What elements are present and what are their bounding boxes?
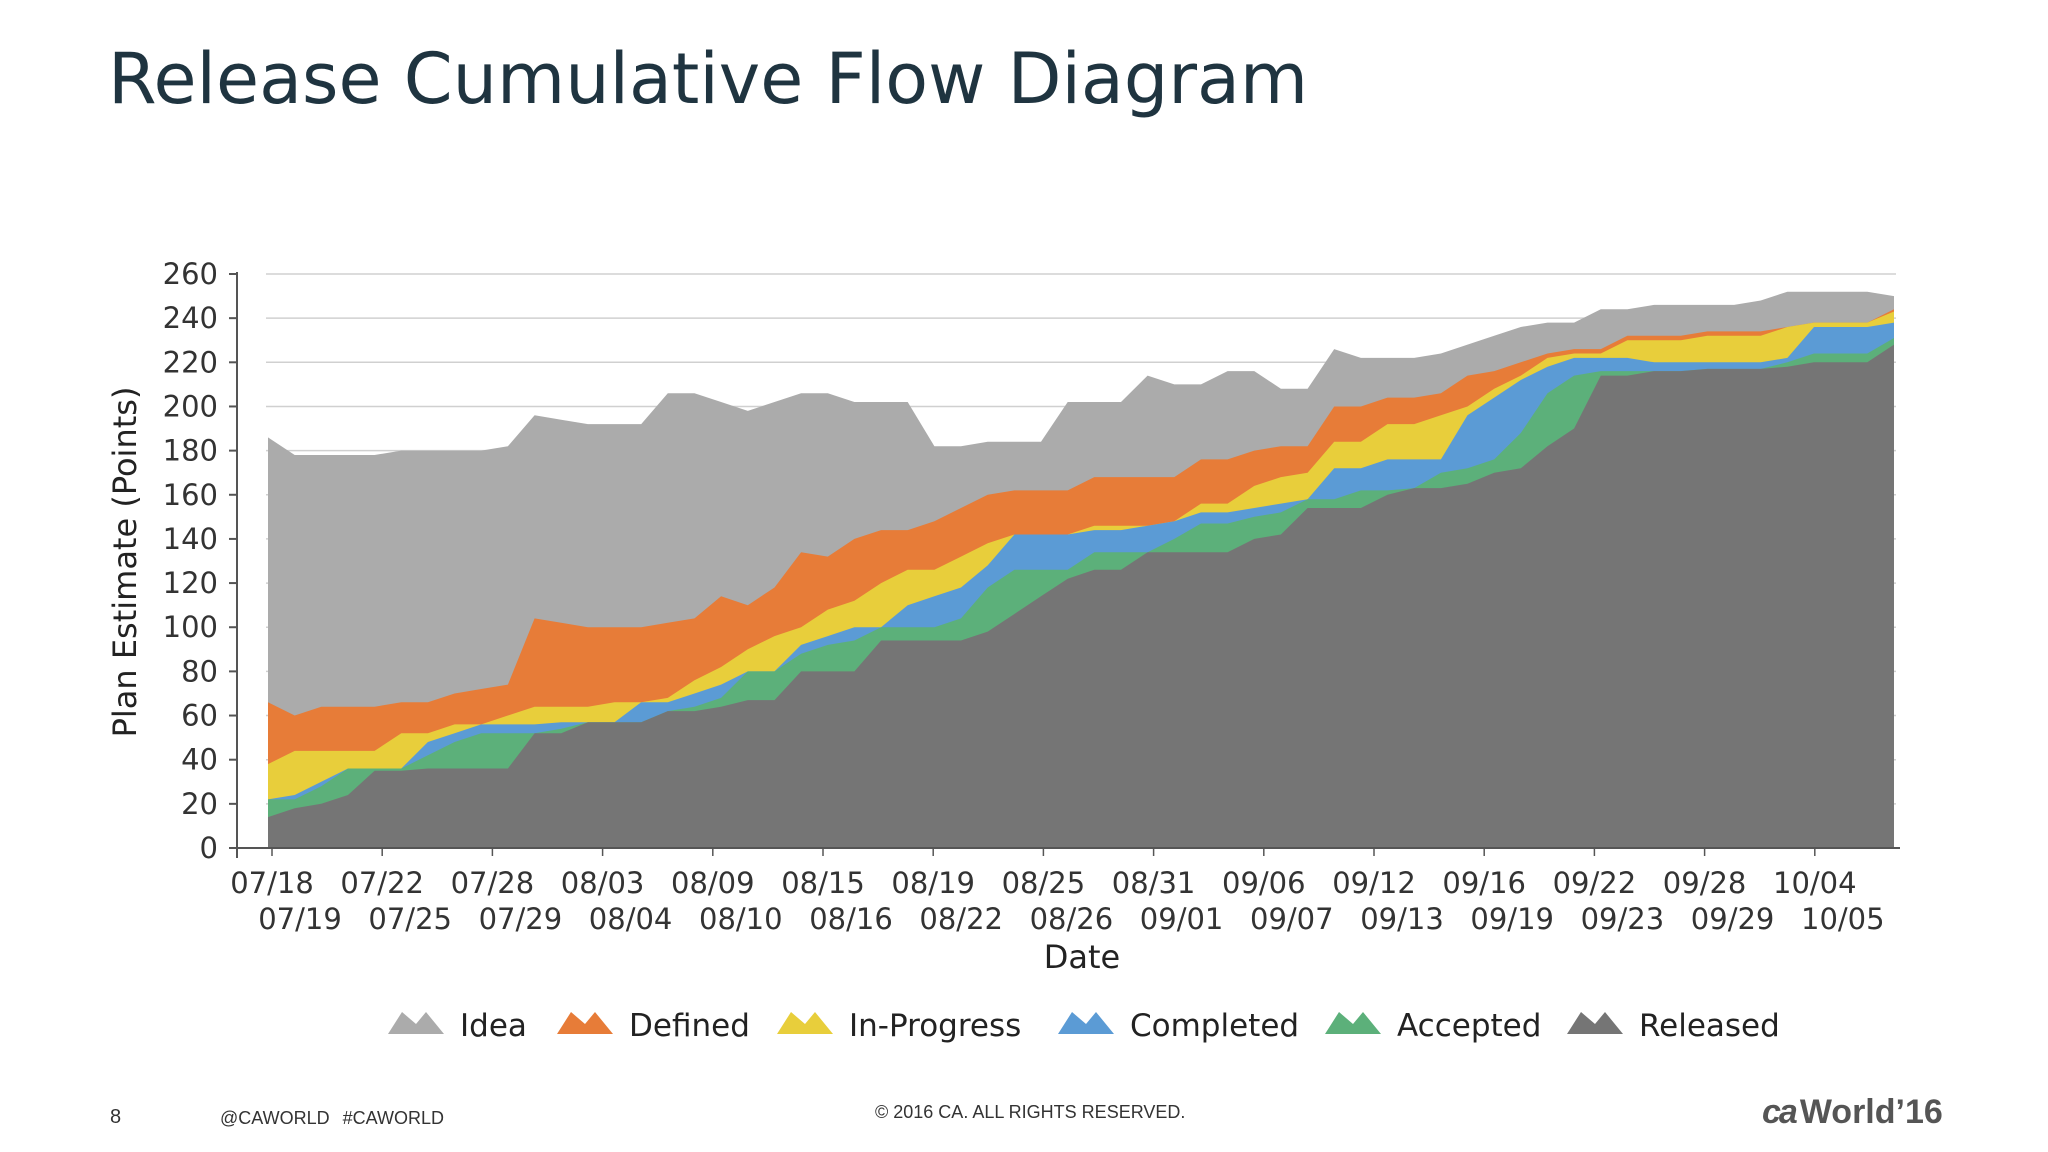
legend-swatch-completed — [1058, 1012, 1114, 1034]
logo-year: ’16 — [1895, 1093, 1943, 1131]
page-number: 8 — [110, 1106, 122, 1128]
x-tick-labels: 07/18 07/22 07/28 08/03 08/09 08/15 08/19 08/25… — [230, 866, 1884, 936]
x-tick-label: 07/19 — [258, 902, 342, 936]
hashtags: @CAWORLD #CAWORLD — [220, 1108, 444, 1128]
logo-world: World — [1799, 1093, 1896, 1131]
x-tick-label: 08/03 — [561, 866, 645, 900]
x-tick-label: 07/25 — [368, 902, 452, 936]
x-tick-label: 09/01 — [1140, 902, 1224, 936]
legend-label-completed: Completed — [1130, 1008, 1299, 1044]
x-tick-label: 08/26 — [1030, 902, 1114, 936]
legend-swatch-accepted — [1325, 1012, 1381, 1034]
legend-swatch-released — [1567, 1012, 1623, 1034]
x-tick-label: 08/22 — [919, 902, 1003, 936]
x-tick-label: 09/28 — [1663, 866, 1747, 900]
x-tick-label: 07/29 — [479, 902, 563, 936]
y-tick-label: 60 — [181, 699, 218, 733]
x-tick-label: 08/25 — [1002, 866, 1086, 900]
x-tick-label: 07/18 — [230, 866, 314, 900]
x-tick-label: 07/22 — [340, 866, 424, 900]
x-tick-label: 09/12 — [1332, 866, 1416, 900]
y-tick-label: 40 — [181, 743, 218, 777]
y-tick-label: 0 — [200, 831, 218, 865]
y-tick-label: 200 — [163, 389, 218, 423]
area-released — [268, 344, 1894, 848]
caworld-logo: ca World’16 — [1762, 1093, 1943, 1132]
x-tick-label: 08/15 — [781, 866, 865, 900]
x-tick-label: 08/19 — [891, 866, 975, 900]
y-tick-label: 100 — [163, 610, 218, 644]
axes — [229, 272, 1900, 858]
legend-swatch-idea — [388, 1012, 444, 1034]
legend-label-accepted: Accepted — [1397, 1008, 1541, 1044]
legend-label-in-progress: In-Progress — [849, 1008, 1021, 1044]
x-tick-label: 10/04 — [1773, 866, 1857, 900]
y-tick-label: 80 — [181, 654, 218, 688]
y-tick-labels: 0 20 40 60 80 100 120 140 160 180 200 220 240 260 — [163, 257, 218, 865]
legend-swatch-in-progress — [777, 1012, 833, 1034]
legend: Idea Defined In-Progress Completed Accepted R… — [388, 1008, 1780, 1044]
legend-swatch-defined — [557, 1012, 613, 1034]
copyright: © 2016 CA. ALL RIGHTS RESERVED. — [875, 1102, 1186, 1122]
x-tick-label: 07/28 — [451, 866, 535, 900]
x-tick-label: 10/05 — [1801, 902, 1885, 936]
ca-logo-mark: ca — [1762, 1093, 1798, 1131]
legend-label-idea: Idea — [460, 1008, 527, 1044]
y-axis-title: Plan Estimate (Points) — [106, 387, 144, 738]
y-tick-label: 120 — [163, 566, 218, 600]
x-tick-label: 08/31 — [1112, 866, 1196, 900]
y-tick-label: 220 — [163, 345, 218, 379]
x-axis-title: Date — [1044, 938, 1120, 976]
x-tick-label: 09/22 — [1553, 866, 1637, 900]
x-tick-label: 09/07 — [1250, 902, 1334, 936]
legend-label-released: Released — [1639, 1008, 1780, 1044]
x-tick-label: 09/29 — [1691, 902, 1775, 936]
x-tick-label: 09/13 — [1360, 902, 1444, 936]
x-tick-label: 08/16 — [809, 902, 893, 936]
slide-title: Release Cumulative Flow Diagram — [108, 38, 1309, 120]
x-tick-label: 09/19 — [1470, 902, 1554, 936]
legend-label-defined: Defined — [629, 1008, 750, 1044]
y-tick-label: 140 — [163, 522, 218, 556]
x-tick-label: 09/06 — [1222, 866, 1306, 900]
y-tick-label: 20 — [181, 787, 218, 821]
y-tick-label: 240 — [163, 301, 218, 335]
x-tick-label: 08/09 — [671, 866, 755, 900]
y-tick-label: 160 — [163, 478, 218, 512]
x-tick-label: 09/16 — [1442, 866, 1526, 900]
y-tick-label: 260 — [163, 257, 218, 291]
x-tick-label: 09/23 — [1581, 902, 1665, 936]
area-layer — [268, 291, 1894, 849]
x-tick-label: 08/10 — [699, 902, 783, 936]
x-tick-label: 08/04 — [589, 902, 673, 936]
y-tick-label: 180 — [163, 434, 218, 468]
